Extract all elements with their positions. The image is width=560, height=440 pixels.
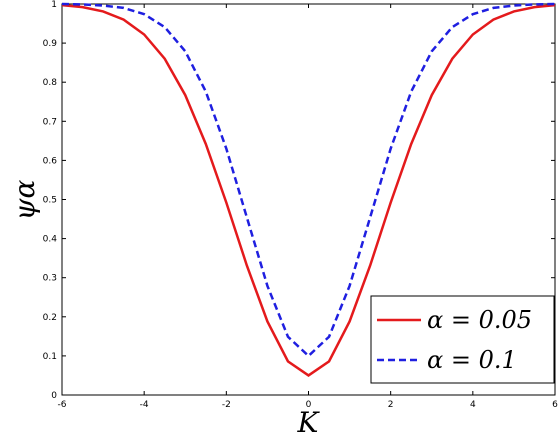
- y-axis-label: ψα: [8, 179, 41, 220]
- legend-label: α = 0.1: [427, 346, 517, 374]
- x-tick-label: 0: [306, 400, 312, 410]
- x-tick-label: 4: [470, 400, 476, 410]
- x-tick-label: -4: [140, 400, 149, 410]
- y-tick-label: 0.2: [43, 313, 57, 323]
- y-tick-label: 0.1: [43, 352, 57, 362]
- x-tick-label: -2: [222, 400, 231, 410]
- x-axis-label: K: [297, 406, 321, 439]
- y-tick-label: 0.5: [43, 196, 57, 206]
- x-tick-label: -6: [58, 400, 67, 410]
- y-tick-label: 1: [51, 0, 57, 10]
- y-tick-label: 0.6: [43, 156, 58, 166]
- y-tick-label: 0.4: [43, 235, 58, 245]
- x-tick-label: 6: [552, 400, 558, 410]
- line-series: [61, 3, 556, 377]
- x-tick-label: 2: [388, 400, 394, 410]
- y-tick-label: 0.8: [43, 78, 58, 88]
- line-series: [61, 2, 556, 358]
- y-tick-label: 0.3: [43, 274, 57, 284]
- y-tick-label: 0.9: [43, 39, 58, 49]
- legend-box: [370, 295, 555, 384]
- y-tick-label: 0: [51, 391, 57, 401]
- legend-label: α = 0.05: [427, 306, 532, 334]
- y-tick-label: 0.7: [43, 117, 57, 127]
